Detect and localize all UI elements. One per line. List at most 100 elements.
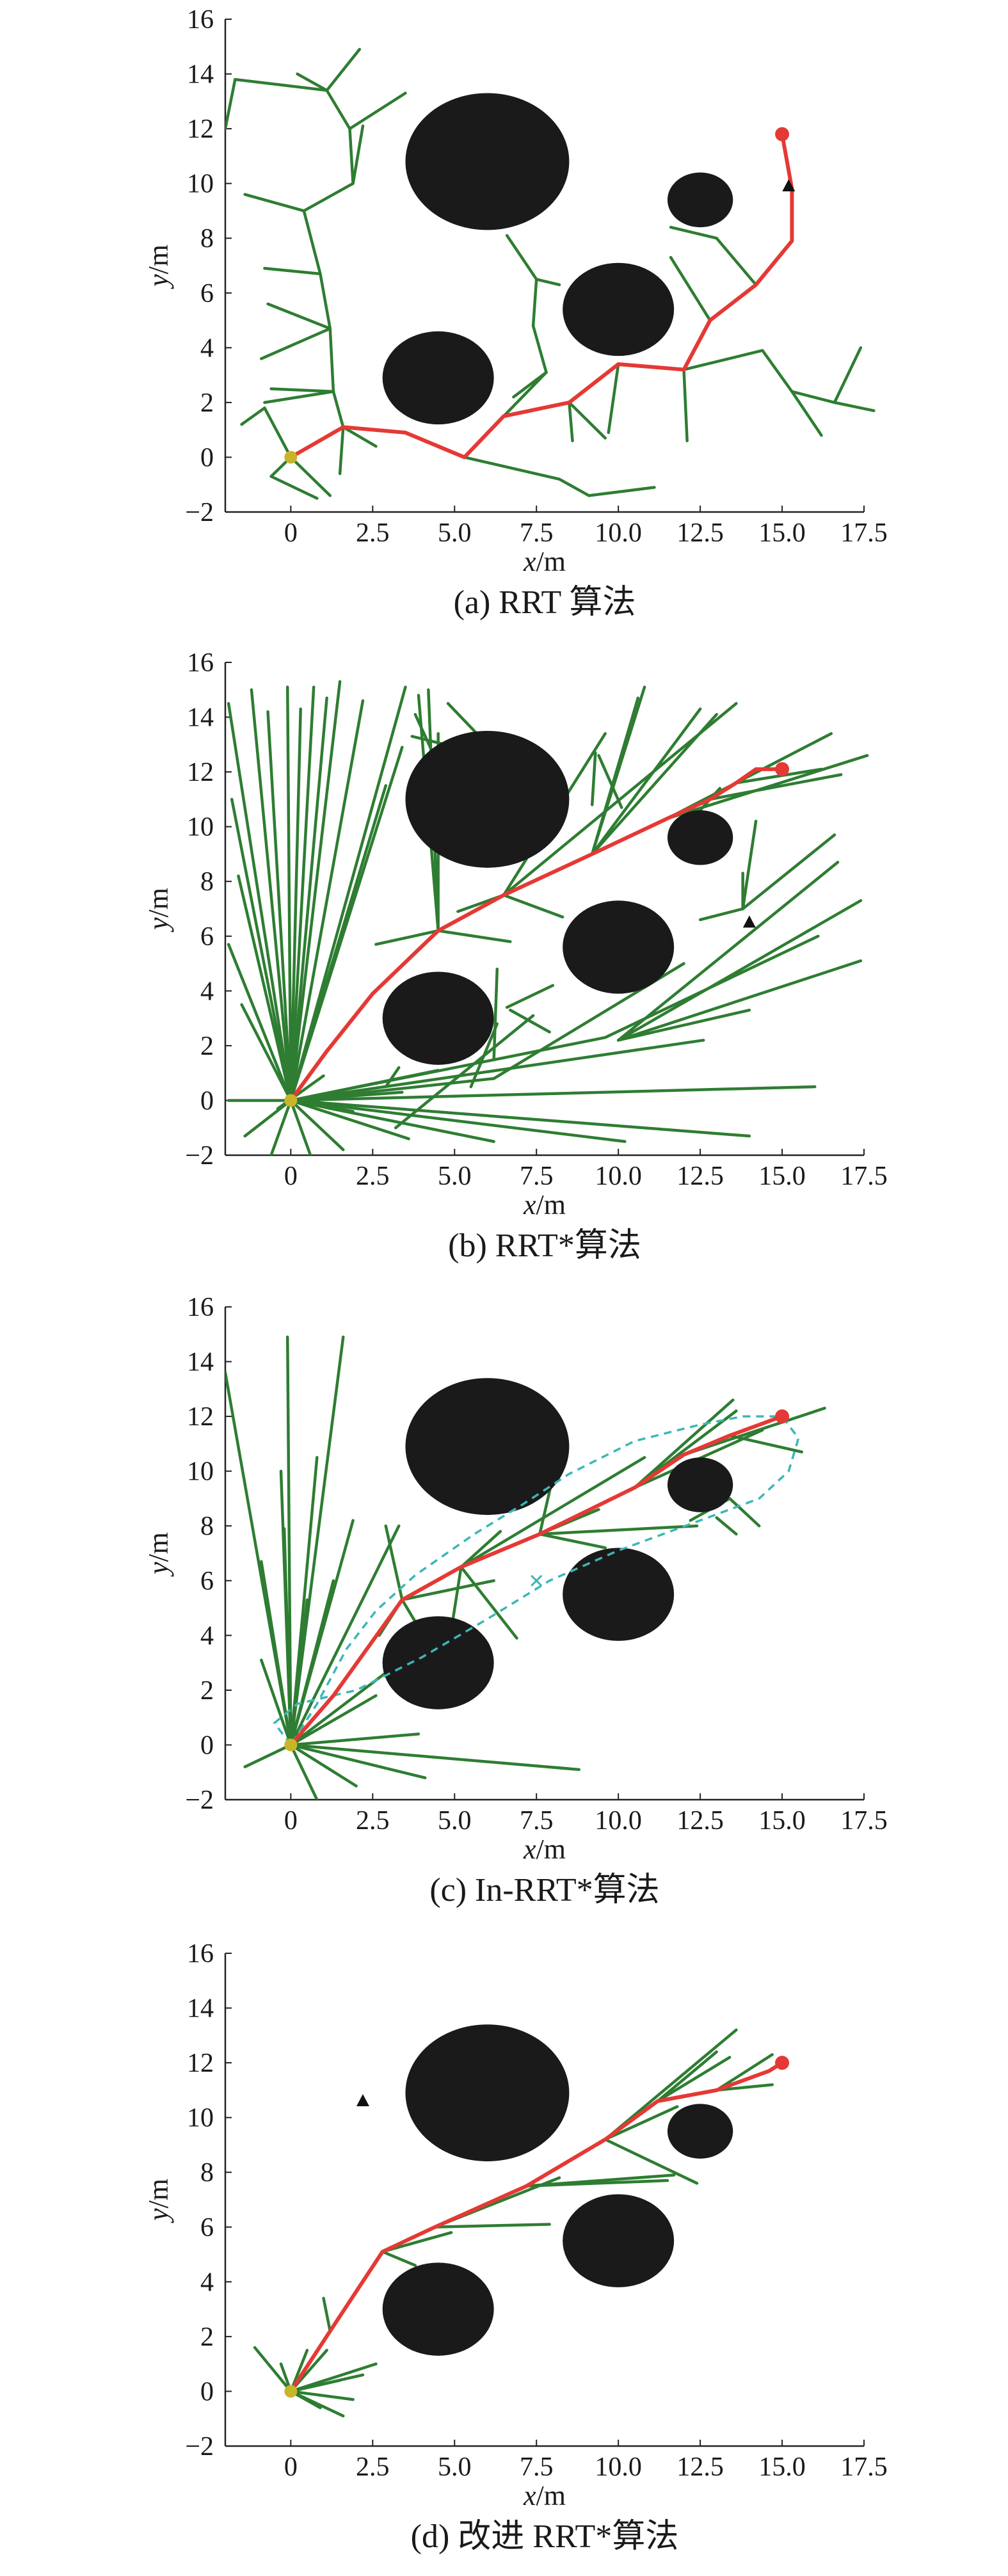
x-axis-label: x/m — [523, 1189, 566, 1220]
tree-edge — [433, 2223, 551, 2229]
x-tick-label: 10.0 — [595, 1162, 642, 1191]
tree-edge — [656, 2050, 718, 2103]
obstacle — [405, 730, 570, 868]
tree-edge — [761, 349, 794, 394]
y-tick-label: 2 — [200, 388, 214, 418]
tree-edge — [715, 1516, 738, 1536]
obstacle — [667, 1457, 733, 1512]
tree-edge — [633, 1398, 735, 1489]
tree-edge — [289, 1099, 627, 1143]
tree-edge — [237, 874, 292, 1102]
panel-3: 0 2.5 5.0 7.5 10.0 12.5 15.0 17.5 −2 0 2 4 6 8 10 12 14 1… — [143, 1293, 888, 1908]
x-tick-label: 12.5 — [676, 1162, 724, 1191]
x-tick-label: 0 — [284, 518, 298, 548]
tree-edge — [289, 1091, 404, 1102]
obstacle — [563, 1548, 675, 1641]
plot-area — [227, 680, 869, 1155]
panel-caption: (b) RRT*算法 — [448, 1228, 641, 1264]
tree-edge — [289, 707, 302, 1102]
tree-edge — [289, 1743, 319, 1800]
y-tick-label: 14 — [187, 703, 214, 733]
obstacle — [382, 2262, 494, 2356]
y-tick-label: 2 — [200, 1676, 214, 1706]
tree-edge — [243, 1743, 292, 1768]
tree-edge — [240, 406, 266, 426]
tree-edge — [616, 1009, 751, 1042]
tree-edge — [505, 234, 538, 281]
tree-edge — [557, 477, 591, 497]
tree-edge — [531, 278, 538, 328]
x-tick-label: 2.5 — [356, 1162, 390, 1191]
tree-edge — [322, 2296, 332, 2333]
tree-edge — [282, 1527, 292, 1747]
y-tick-label: 10 — [187, 170, 214, 199]
obstacle — [405, 2024, 570, 2162]
tree-edge — [708, 773, 843, 801]
goal-point — [775, 2056, 790, 2070]
tree-edge — [325, 47, 362, 92]
tree-edge — [698, 907, 744, 922]
tree-edge — [263, 267, 322, 276]
x-tick-label: 10.0 — [595, 1806, 642, 1836]
x-tick-label: 2.5 — [356, 2452, 390, 2482]
tree-edge — [266, 302, 332, 330]
planned-path — [289, 134, 794, 460]
x-tick-label: 12.5 — [676, 1806, 724, 1836]
y-tick-label: 6 — [200, 279, 214, 308]
triangle-marker — [742, 915, 756, 928]
tree-edge — [607, 362, 620, 435]
y-tick-label: 4 — [200, 977, 214, 1006]
tree-edge — [682, 349, 764, 371]
tree-edge — [269, 1099, 292, 1155]
tree-edge — [260, 1658, 292, 1747]
obstacle — [563, 2194, 675, 2287]
tree-edge — [538, 1524, 699, 1536]
triangle-marker — [356, 2094, 369, 2106]
tree-edge — [728, 1497, 761, 1528]
y-axis-label: y/m — [143, 1532, 174, 1577]
tree-edge — [616, 899, 863, 1042]
y-tick-label: 8 — [200, 867, 214, 897]
y-tick-label: 12 — [187, 115, 214, 144]
panel-caption: (a) RRT 算法 — [454, 584, 636, 621]
tree-edge — [587, 486, 656, 497]
tree-edge — [512, 371, 548, 399]
obstacle — [667, 172, 733, 228]
y-axis-label: y/m — [143, 2179, 174, 2223]
x-tick-label: 10.0 — [595, 2452, 642, 2482]
y-tick-label: 8 — [200, 224, 214, 253]
y-tick-label: 4 — [200, 1621, 214, 1651]
x-tick-label: 7.5 — [520, 518, 554, 548]
tree-edge — [469, 1022, 499, 1089]
tree-edge — [604, 2138, 699, 2185]
tree-edge — [394, 1014, 535, 1130]
tree-edge — [302, 209, 322, 276]
obstacle — [667, 810, 733, 865]
panel-2: 0 2.5 5.0 7.5 10.0 12.5 15.0 17.5 −2 0 2 4 6 8 10 12 14 1… — [143, 648, 888, 1264]
x-tick-label: 12.5 — [676, 518, 724, 548]
x-tick-label: 17.5 — [840, 1162, 888, 1191]
tree-edge — [505, 984, 555, 1009]
y-tick-label: 14 — [187, 1994, 214, 2024]
tree-edge — [502, 371, 548, 418]
tree-edge — [243, 193, 306, 212]
y-tick-label: 4 — [200, 2268, 214, 2297]
tree-edge — [492, 967, 499, 1061]
y-tick-label: 0 — [200, 443, 214, 472]
x-tick-label: 17.5 — [840, 2452, 888, 2482]
tree-edge — [616, 861, 840, 1042]
tree-edge — [289, 2390, 345, 2418]
ellipse-center-marker — [531, 1574, 543, 1587]
tree-edge — [289, 680, 342, 1102]
x-tick-label: 2.5 — [356, 1806, 390, 1836]
tree-edge — [381, 2250, 417, 2267]
tree-edge — [338, 426, 345, 476]
tree-edge — [460, 1456, 646, 1569]
tree-edge — [348, 92, 407, 131]
tree-edge — [225, 77, 237, 131]
tree-edge — [538, 1532, 607, 1549]
tree-edge — [230, 797, 292, 1102]
x-tick-label: 17.5 — [840, 518, 888, 548]
start-point — [284, 2385, 298, 2398]
tree-edge — [715, 236, 758, 287]
